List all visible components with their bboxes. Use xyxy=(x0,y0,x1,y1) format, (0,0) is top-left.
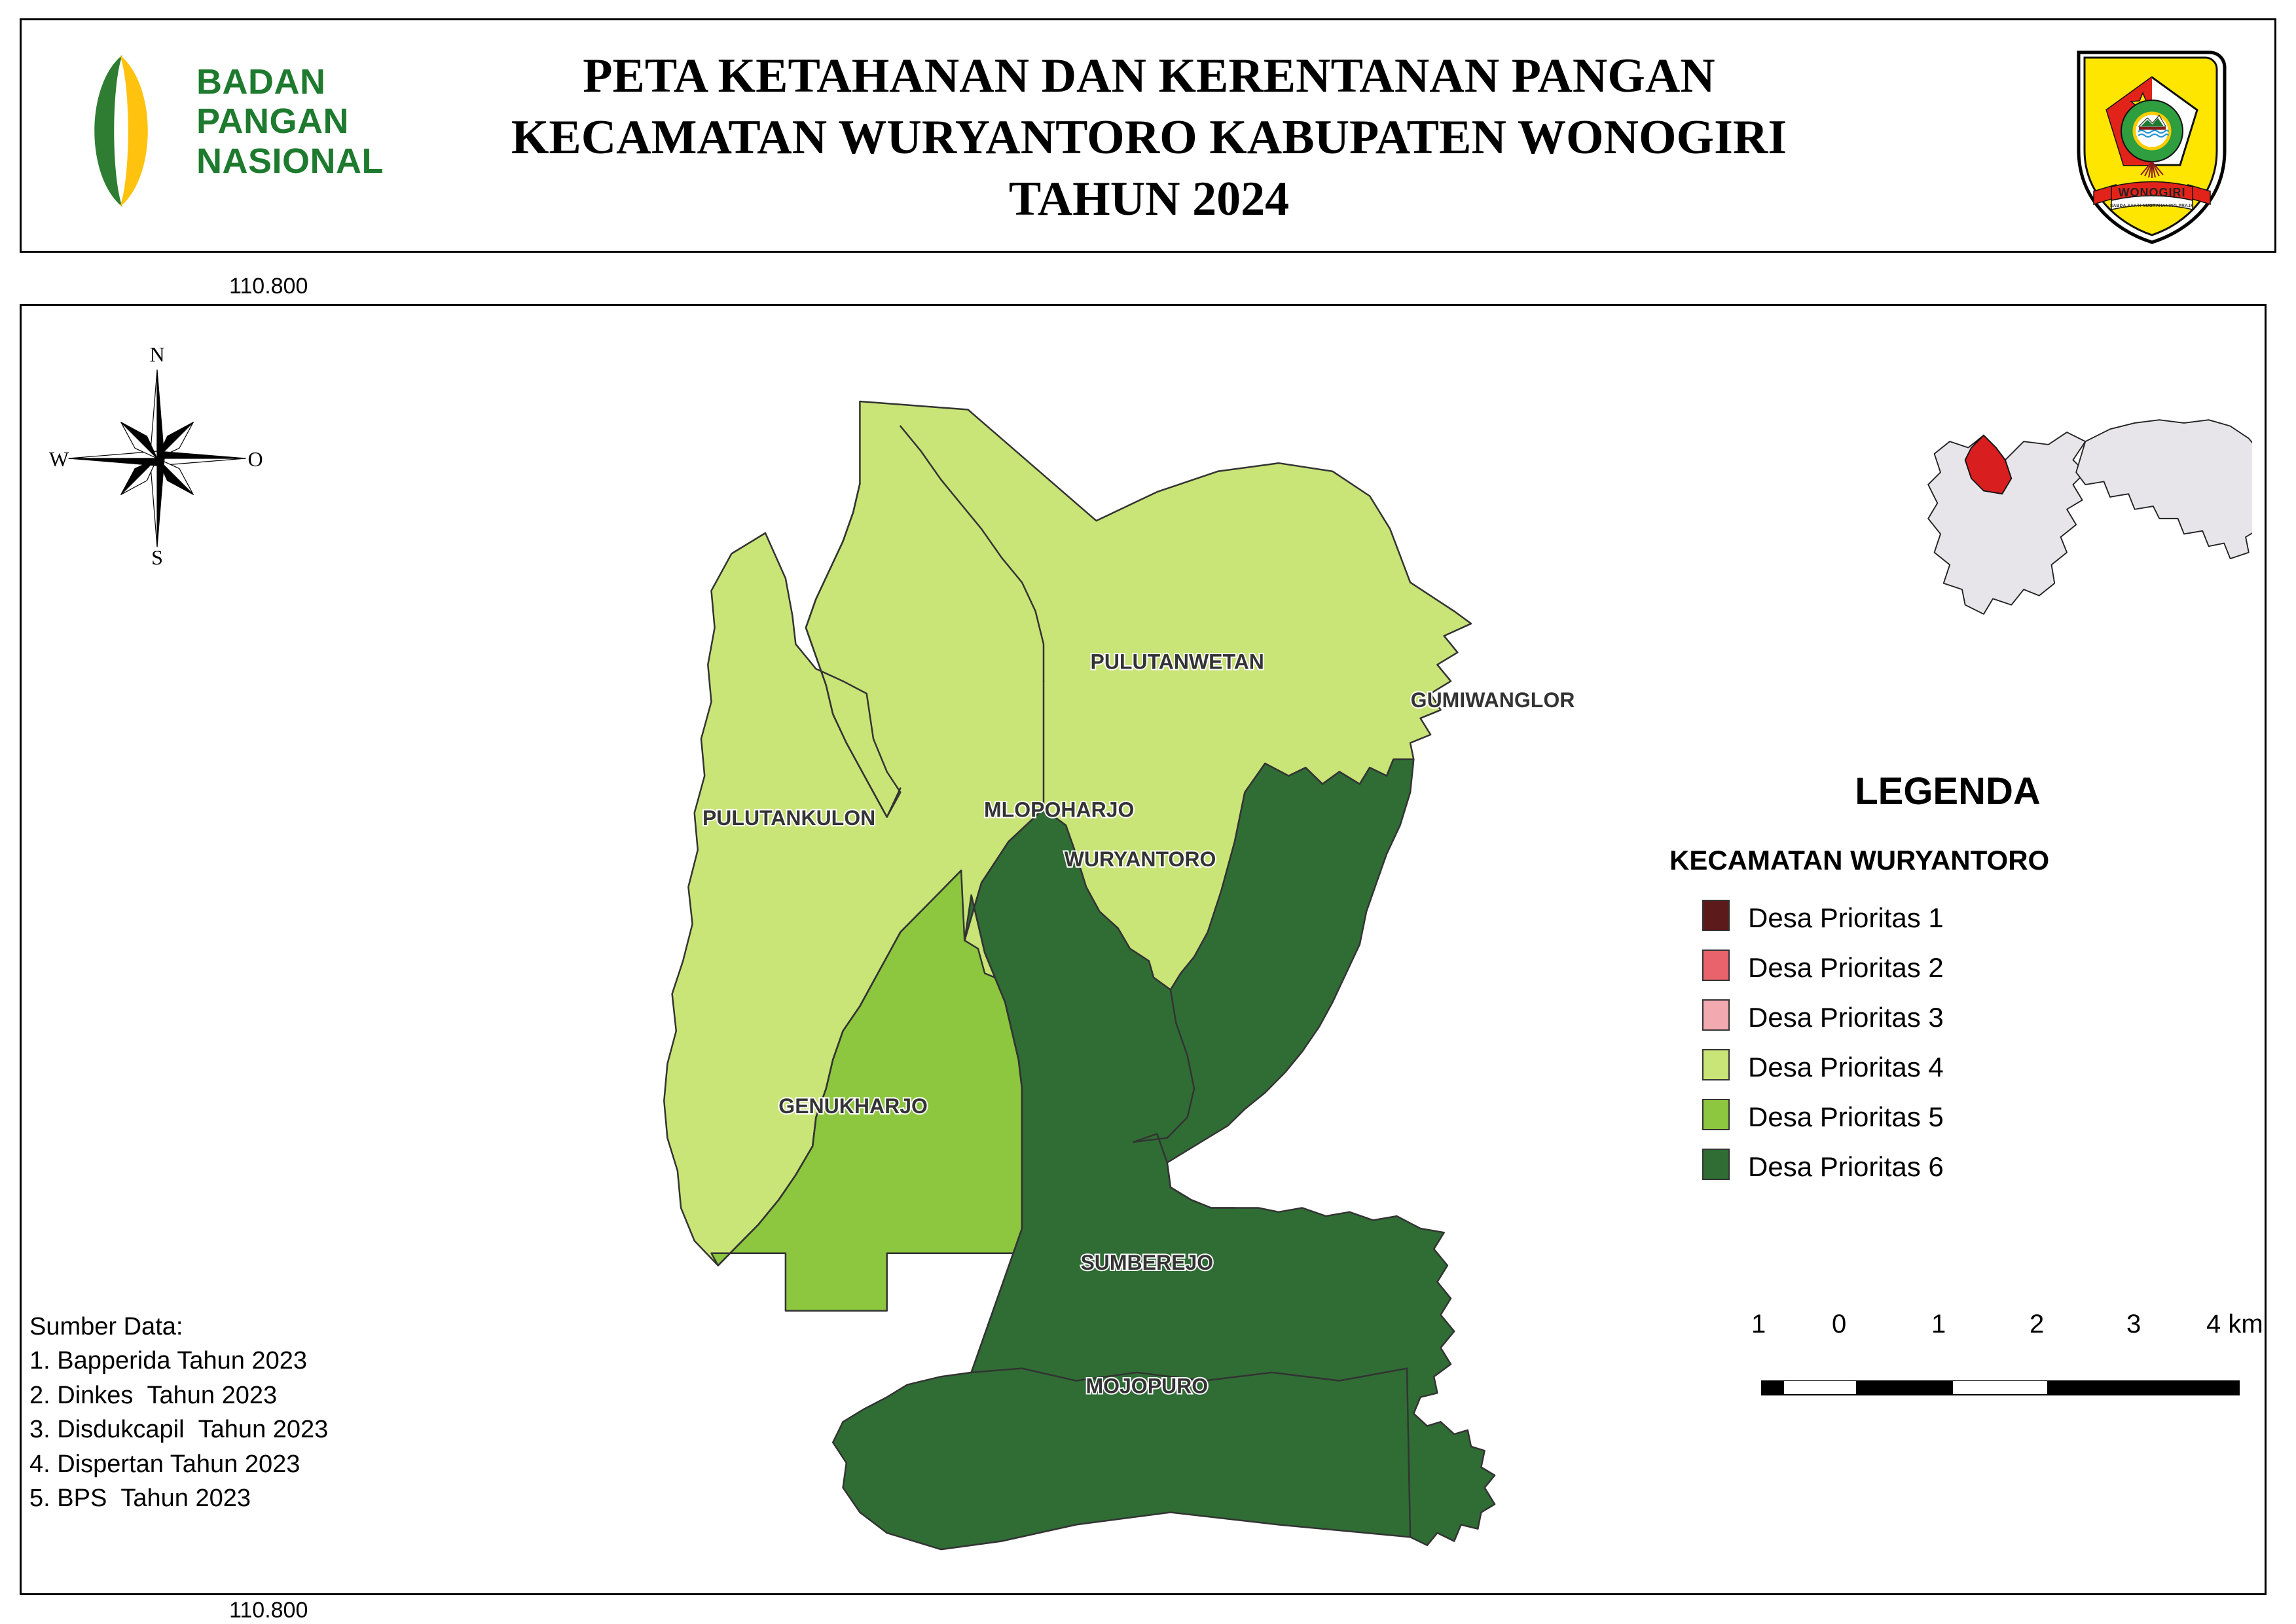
svg-text:SUMBEREJO: SUMBEREJO xyxy=(1080,1251,1213,1274)
svg-text:PULUTANWETAN: PULUTANWETAN xyxy=(1090,650,1264,673)
svg-text:MOJOPURO: MOJOPURO xyxy=(1085,1374,1208,1397)
svg-text:MLOPOHARJO: MLOPOHARJO xyxy=(984,798,1134,822)
svg-text:PULUTANKULON: PULUTANKULON xyxy=(702,806,875,830)
svg-text:GENUKHARJO: GENUKHARJO xyxy=(778,1094,928,1118)
svg-text:WURYANTORO: WURYANTORO xyxy=(1065,847,1216,871)
svg-text:GUMIWANGLOR: GUMIWANGLOR xyxy=(1411,688,1575,712)
